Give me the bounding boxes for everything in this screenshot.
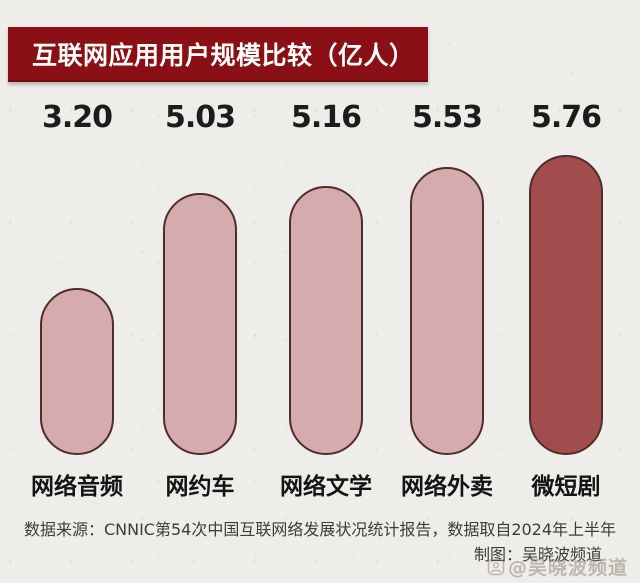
- bar-value-label: 5.76: [530, 100, 602, 135]
- bar-track: [392, 155, 502, 455]
- bar-category-label: 微短剧: [531, 474, 601, 500]
- bar-column-4: 5.53 网络外卖: [392, 100, 502, 500]
- bar-value-label: 5.03: [164, 100, 236, 135]
- bar-2: [163, 193, 237, 455]
- bar-column-2: 5.03 网约车: [145, 100, 255, 500]
- bar-4: [410, 167, 484, 455]
- data-source-note: 数据来源：CNNIC第54次中国互联网络发展状况统计报告，数据取自2024年上半…: [23, 520, 617, 539]
- chart-title: 互联网应用用户规模比较（亿人）: [32, 40, 415, 70]
- bar-value-label: 5.16: [290, 100, 362, 135]
- bar-category-label: 网约车: [165, 474, 235, 500]
- bar-column-5: 5.76 微短剧: [511, 100, 621, 500]
- watermark: @吴晓波频道: [487, 553, 628, 580]
- bar-1: [40, 288, 114, 455]
- bar-track: [511, 155, 621, 455]
- bar-value-label: 3.20: [41, 100, 113, 135]
- title-banner: 互联网应用用户规模比较（亿人）: [8, 27, 428, 82]
- bar-column-1: 3.20 网络音频: [22, 100, 132, 500]
- bar-value-label: 5.53: [411, 100, 483, 135]
- bar-column-3: 5.16 网络文学: [271, 100, 381, 500]
- watermark-logo-icon: [487, 558, 505, 576]
- bar-track: [271, 155, 381, 455]
- bar-category-label: 网络文学: [280, 474, 372, 500]
- bar-category-label: 网络音频: [31, 474, 123, 500]
- bar-track: [22, 155, 132, 455]
- watermark-text: @吴晓波频道: [507, 557, 628, 579]
- bar-category-label: 网络外卖: [401, 474, 493, 500]
- chart-credit: 制图：吴晓波频道: [473, 545, 602, 564]
- bar-track: [145, 155, 255, 455]
- bar-5: [529, 155, 603, 455]
- bar-3: [289, 186, 363, 455]
